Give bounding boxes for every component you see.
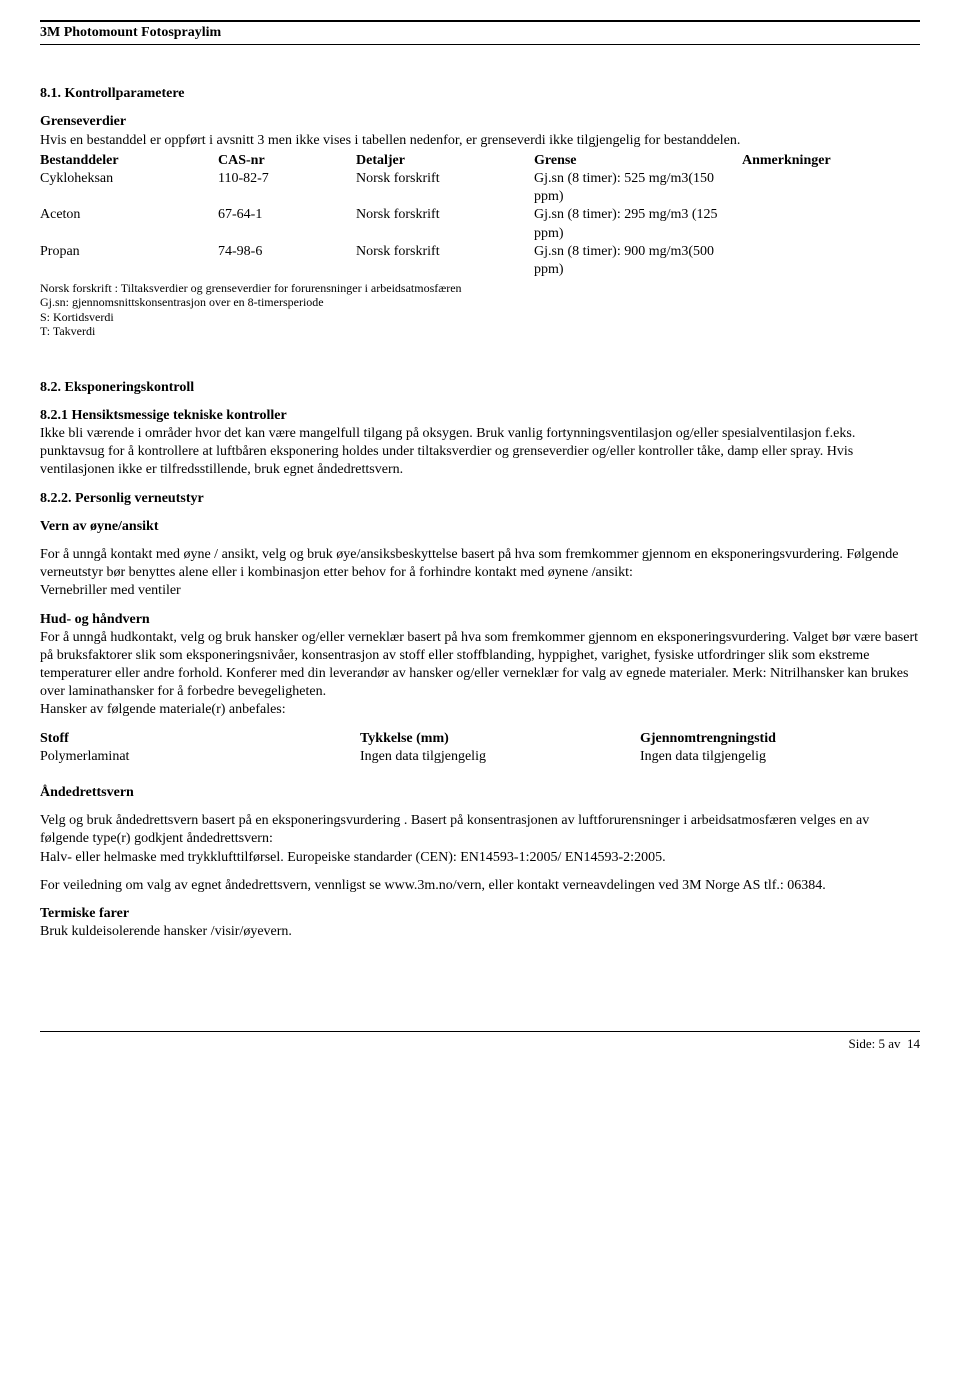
document-header: 3M Photomount Fotospraylim (40, 20, 920, 45)
cell-detail: Norsk forskrift (356, 206, 534, 242)
table-header-row: Bestanddeler CAS-nr Detaljer Grense Anme… (40, 152, 920, 170)
resp-p3: For veiledning om valg av egnet åndedret… (40, 877, 920, 895)
note-line: T: Takverdi (40, 324, 920, 338)
note-line: Gj.sn: gjennomsnittskonsentrasjon over e… (40, 295, 920, 309)
grenseverdier-heading: Grenseverdier (40, 113, 920, 131)
col-stoff: Stoff (40, 730, 360, 748)
cell-name: Aceton (40, 206, 218, 242)
col-bestanddeler: Bestanddeler (40, 152, 218, 170)
footer-of: av (888, 1036, 900, 1051)
spacer (40, 802, 920, 812)
footer-total: 14 (907, 1036, 920, 1051)
col-tykkelse: Tykkelse (mm) (360, 730, 640, 748)
eyes-text: For å unngå kontakt med øyne / ansikt, v… (40, 546, 920, 582)
cell-cas: 110-82-7 (218, 170, 356, 206)
skin-text: For å unngå hudkontakt, velg og bruk han… (40, 629, 920, 702)
thermal-text: Bruk kuldeisolerende hansker /visir/øyev… (40, 923, 920, 941)
cell-name: Cykloheksan (40, 170, 218, 206)
footer-label: Side: (848, 1036, 875, 1051)
section-8-2-1-text: Ikke bli værende i områder hvor det kan … (40, 425, 920, 480)
glove-table: Stoff Tykkelse (mm) Gjennomtrengningstid… (40, 730, 836, 766)
eyes-item: Vernebriller med ventiler (40, 582, 920, 600)
section-8-2-title: 8.2. Eksponeringskontroll (40, 379, 920, 397)
thermal-heading: Termiske farer (40, 905, 920, 923)
col-anmerkninger: Anmerkninger (742, 152, 920, 170)
cell-note (742, 206, 920, 242)
limits-table: Bestanddeler CAS-nr Detaljer Grense Anme… (40, 152, 920, 279)
document-title: 3M Photomount Fotospraylim (40, 25, 221, 40)
resp-p2: Halv- eller helmaske med trykklufttilfør… (40, 849, 920, 867)
table-row: Propan 74-98-6 Norsk forskrift Gj.sn (8 … (40, 243, 920, 279)
cell-stoff: Polymerlaminat (40, 748, 360, 766)
cell-cas: 74-98-6 (218, 243, 356, 279)
cell-limit: Gj.sn (8 timer): 525 mg/m3(150 ppm) (534, 170, 742, 206)
skin-heading: Hud- og håndvern (40, 611, 920, 629)
eyes-heading: Vern av øyne/ansikt (40, 518, 920, 536)
page: 3M Photomount Fotospraylim 8.1. Kontroll… (0, 0, 960, 1387)
section-8-2-1-title: 8.2.1 Hensiktsmessige tekniske kontrolle… (40, 408, 287, 423)
table-row: Aceton 67-64-1 Norsk forskrift Gj.sn (8 … (40, 206, 920, 242)
section-8-1-title: 8.1. Kontrollparametere (40, 85, 920, 103)
table-header-row: Stoff Tykkelse (mm) Gjennomtrengningstid (40, 730, 836, 748)
col-detaljer: Detaljer (356, 152, 534, 170)
limits-notes: Norsk forskrift : Tiltaksverdier og gren… (40, 281, 920, 339)
cell-tykkelse: Ingen data tilgjengelig (360, 748, 640, 766)
cell-limit: Gj.sn (8 timer): 295 mg/m3 (125 ppm) (534, 206, 742, 242)
cell-limit: Gj.sn (8 timer): 900 mg/m3(500 ppm) (534, 243, 742, 279)
page-footer: Side: 5 av 14 (40, 1031, 920, 1053)
table-row: Cykloheksan 110-82-7 Norsk forskrift Gj.… (40, 170, 920, 206)
cell-cas: 67-64-1 (218, 206, 356, 242)
resp-heading: Åndedrettsvern (40, 784, 920, 802)
table-row: Polymerlaminat Ingen data tilgjengelig I… (40, 748, 836, 766)
spacer (40, 941, 920, 1001)
cell-detail: Norsk forskrift (356, 170, 534, 206)
cell-note (742, 243, 920, 279)
resp-p1: Velg og bruk åndedrettsvern basert på en… (40, 812, 920, 848)
cell-gjennom: Ingen data tilgjengelig (640, 748, 836, 766)
col-casnr: CAS-nr (218, 152, 356, 170)
cell-name: Propan (40, 243, 218, 279)
footer-page: 5 (878, 1036, 885, 1051)
section-8-2-2-title: 8.2.2. Personlig verneutstyr (40, 490, 920, 508)
note-line: Norsk forskrift : Tiltaksverdier og gren… (40, 281, 920, 295)
grenseverdier-intro: Hvis en bestanddel er oppført i avsnitt … (40, 132, 920, 150)
col-grense: Grense (534, 152, 742, 170)
cell-detail: Norsk forskrift (356, 243, 534, 279)
note-line: S: Kortidsverdi (40, 310, 920, 324)
spacer (40, 536, 920, 546)
cell-note (742, 170, 920, 206)
skin-line2: Hansker av følgende materiale(r) anbefal… (40, 701, 920, 719)
col-gjennomtrengning: Gjennomtrengningstid (640, 730, 836, 748)
